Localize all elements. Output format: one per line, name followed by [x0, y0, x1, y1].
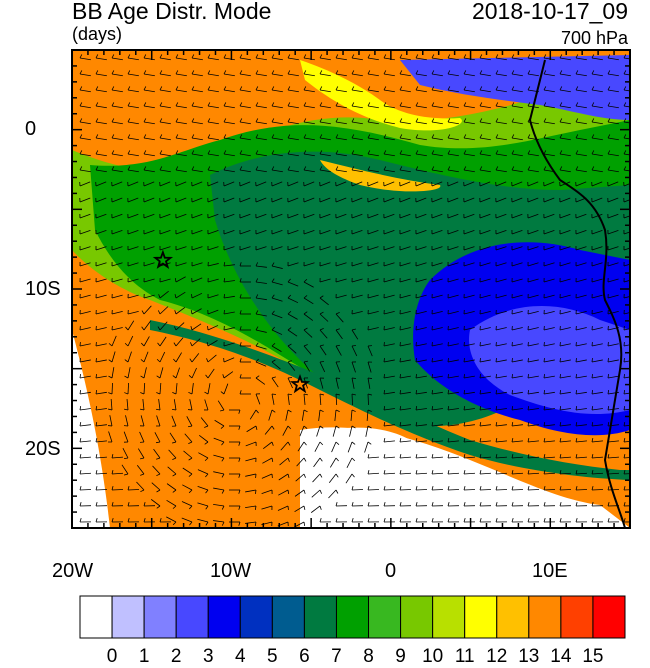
colorbar-label: 2: [161, 646, 191, 668]
wind-barb-flag: [512, 374, 513, 378]
wind-barb: [592, 489, 603, 490]
colorbar-swatch: [465, 596, 497, 638]
wind-barb-flag: [416, 374, 417, 378]
wind-barb: [432, 489, 443, 490]
wind-barb-flag: [464, 374, 465, 378]
wind-barb: [528, 489, 539, 490]
wind-barb: [576, 489, 587, 490]
wind-barb: [80, 489, 91, 490]
colorbar-swatch: [561, 596, 593, 638]
figure-title: BB Age Distr. Mode: [72, 0, 271, 25]
wind-barb-flag: [432, 374, 433, 378]
wind-barb: [368, 489, 379, 490]
colorbar-label: 12: [482, 646, 512, 668]
pressure-level-label: 700 hPa: [561, 28, 628, 49]
colorbar-swatch: [401, 596, 433, 638]
wind-barb: [384, 489, 395, 490]
colorbar-swatch: [336, 596, 368, 638]
colorbar-swatch: [80, 596, 112, 638]
wind-barb: [544, 489, 555, 490]
wind-barb-flag: [608, 374, 609, 378]
lat-label-10s: 10S: [25, 278, 61, 301]
lon-label-10w: 10W: [210, 560, 251, 583]
wind-barb-flag: [400, 374, 401, 378]
wind-barb-flag: [528, 374, 529, 378]
lat-label-20s: 20S: [25, 438, 61, 461]
wind-barb-flag: [320, 361, 324, 362]
map-plot: [72, 50, 630, 528]
colorbar-label: 13: [514, 646, 544, 668]
wind-barb-flag: [224, 310, 225, 314]
wind-barb-flag: [544, 374, 545, 378]
lon-label-20w: 20W: [52, 560, 93, 583]
wind-barb: [96, 489, 107, 490]
colorbar-swatch: [304, 596, 336, 638]
colorbar: [80, 596, 625, 638]
colorbar-label: 4: [225, 646, 255, 668]
colorbar-label: 7: [321, 646, 351, 668]
units-label: (days): [72, 24, 122, 45]
wind-barb-flag: [592, 374, 593, 378]
wind-barb-flag: [624, 374, 625, 378]
wind-barb: [416, 489, 427, 490]
wind-barb-flag: [560, 374, 561, 378]
wind-barb-flag: [96, 374, 97, 378]
colorbar-swatch: [144, 596, 176, 638]
colorbar-swatch: [176, 596, 208, 638]
wind-barb: [352, 489, 363, 490]
wind-barb: [400, 489, 411, 490]
wind-barb: [464, 489, 475, 490]
wind-barb: [368, 394, 369, 405]
colorbar-label: 6: [289, 646, 319, 668]
wind-barb: [448, 489, 459, 490]
colorbar-label: 9: [386, 646, 416, 668]
colorbar-label: 5: [257, 646, 287, 668]
wind-barb-flag: [272, 394, 276, 395]
wind-barb: [560, 489, 571, 490]
wind-barb: [128, 489, 139, 490]
colorbar-label: 3: [193, 646, 223, 668]
wind-barb-flag: [448, 374, 449, 378]
colorbar-swatch: [240, 596, 272, 638]
colorbar-swatch: [497, 596, 529, 638]
colorbar-label: 0: [97, 646, 127, 668]
colorbar-swatch: [369, 596, 401, 638]
wind-barb-flag: [384, 374, 385, 378]
colorbar-swatch: [529, 596, 561, 638]
colorbar-swatch: [272, 596, 304, 638]
wind-barb-flag: [255, 490, 256, 494]
wind-barb-flag: [480, 374, 481, 378]
wind-barb: [112, 489, 123, 490]
wind-barb-flag: [352, 345, 356, 346]
colorbar-swatch: [593, 596, 625, 638]
wind-barb: [608, 489, 619, 490]
wind-barb-flag: [496, 374, 497, 378]
colorbar-label: 8: [354, 646, 384, 668]
wind-barb-flag: [191, 294, 192, 298]
wind-barb-flag: [576, 374, 577, 378]
wind-barb: [496, 489, 507, 490]
wind-barb: [480, 489, 491, 490]
colorbar-label: 11: [450, 646, 480, 668]
lon-label-10e: 10E: [532, 560, 568, 583]
lat-label-0: 0: [25, 118, 36, 141]
colorbar-swatch: [208, 596, 240, 638]
colorbar-label: 10: [418, 646, 448, 668]
colorbar-label: 15: [578, 646, 608, 668]
datetime-label: 2018-10-17_09: [472, 0, 628, 25]
wind-barb-flag: [368, 378, 372, 379]
colorbar-label: 14: [546, 646, 576, 668]
lon-label-0: 0: [385, 560, 396, 583]
colorbar-swatch: [112, 596, 144, 638]
colorbar-swatch: [433, 596, 465, 638]
colorbar-label: 1: [129, 646, 159, 668]
wind-barb: [512, 489, 523, 490]
wind-barb-flag: [80, 374, 81, 378]
wind-barb: [112, 383, 113, 394]
